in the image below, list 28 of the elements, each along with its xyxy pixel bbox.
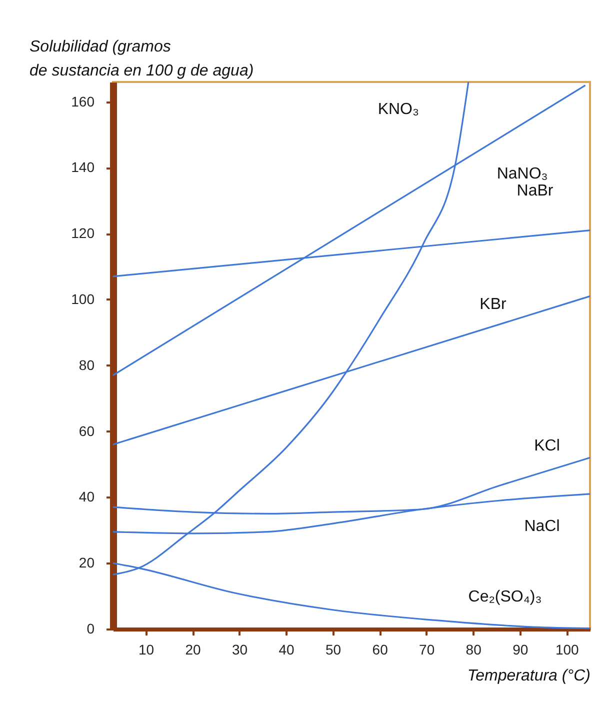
- x-tick-label: 70: [419, 642, 435, 658]
- y-tick-label: 100: [71, 290, 95, 307]
- x-tick-label: 60: [372, 642, 388, 658]
- x-tick-label: 90: [512, 642, 528, 658]
- x-tick-label: 10: [138, 642, 154, 658]
- y-tick-label: 80: [78, 356, 95, 373]
- y-tick-label: 120: [71, 225, 95, 242]
- x-tick-label: 20: [185, 642, 201, 658]
- x-tick-label: 40: [278, 642, 295, 658]
- y-tick-label: 0: [86, 620, 95, 636]
- x-tick-label: 50: [326, 642, 342, 658]
- text: KNO₃: [378, 101, 420, 118]
- series-label: Ce₂(SO₄)₃: [468, 588, 542, 606]
- series-label: NaCl: [524, 518, 560, 535]
- y-tick-label: 40: [78, 488, 95, 505]
- y-tick-label: 160: [71, 93, 95, 110]
- y-tick-label: 20: [78, 554, 95, 571]
- text: NaBr: [516, 182, 554, 200]
- series-label: KBr: [480, 296, 508, 314]
- x-tick-label: 30: [232, 642, 248, 658]
- y-axis-title: Solubilidad (gramos de sustancia en 100 g de agua): [30, 38, 254, 80]
- x-tick-label: 80: [466, 642, 482, 658]
- y-tick-label: 140: [71, 159, 95, 176]
- x-tick-label: 100: [555, 642, 580, 658]
- x-axis-title: Temperatura (°C): [467, 668, 590, 684]
- y-tick-label: 60: [78, 422, 95, 439]
- series-label: NaNO₃: [496, 165, 548, 182]
- series-label: KCl: [534, 438, 560, 455]
